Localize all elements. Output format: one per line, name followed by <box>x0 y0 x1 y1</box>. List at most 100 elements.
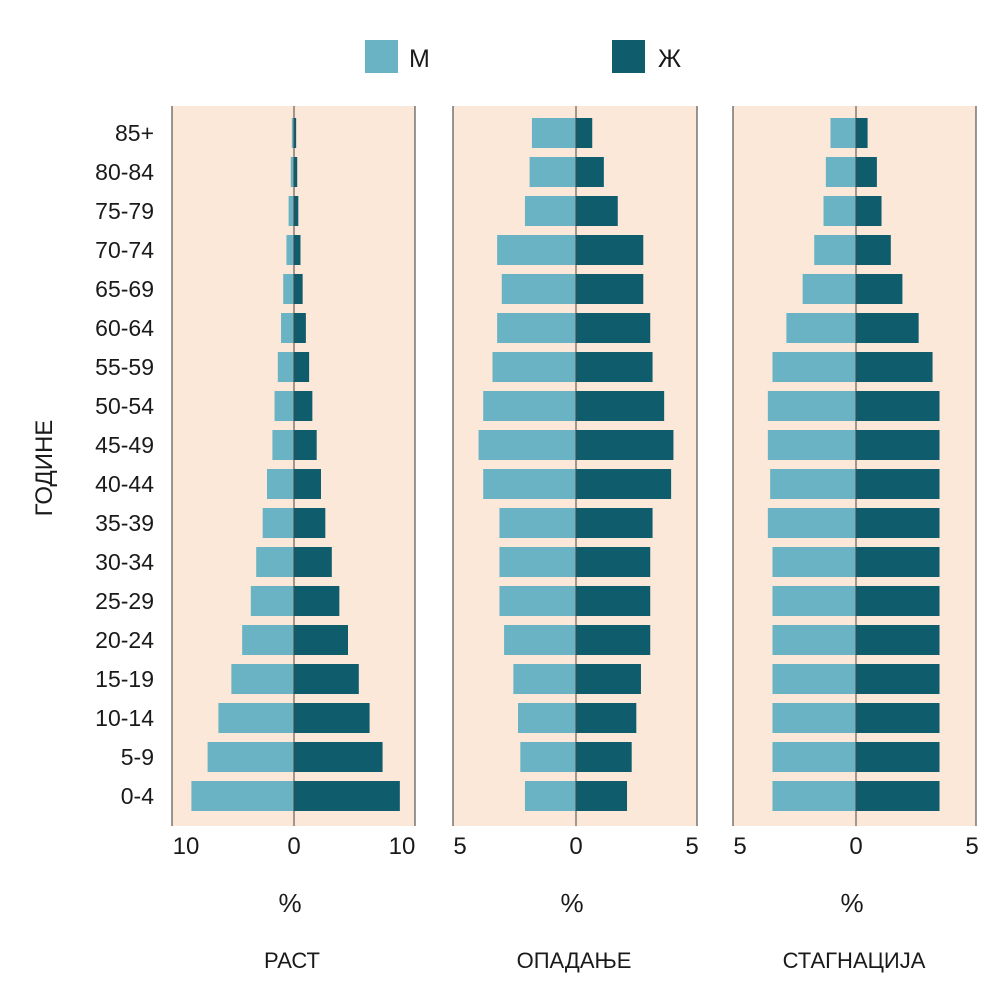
y-axis-label: ГОДИНЕ <box>31 420 58 517</box>
bar-male <box>478 430 576 460</box>
bar-male <box>529 157 576 187</box>
bar-male <box>830 118 856 148</box>
bar-female <box>856 703 940 733</box>
bar-female <box>856 742 940 772</box>
bar-female <box>576 547 651 577</box>
bar-female <box>576 625 651 655</box>
y-tick-labels: 0-4 5-9 10-14 15-19 20-24 25-29 30-34 35-39 40-4… <box>95 120 154 809</box>
bar-female <box>294 118 297 148</box>
bar-male <box>767 391 856 421</box>
bar-male <box>492 352 576 382</box>
bar-male <box>520 742 576 772</box>
bar-female <box>856 352 933 382</box>
bar-female <box>294 547 332 577</box>
x-tick-label: 10 <box>389 833 416 860</box>
bar-male <box>286 235 294 265</box>
x-tick-label: 5 <box>733 833 746 860</box>
bar-female <box>576 352 653 382</box>
y-tick-label: 65-69 <box>95 276 154 302</box>
y-tick-label: 55-59 <box>95 354 154 380</box>
bar-female <box>576 586 651 616</box>
x-axis-label: % <box>560 888 583 918</box>
bar-male <box>256 547 294 577</box>
y-tick-label: 70-74 <box>95 237 154 263</box>
bar-female <box>856 391 940 421</box>
bar-male <box>291 118 294 148</box>
bar-male <box>767 430 856 460</box>
bar-male <box>767 508 856 538</box>
bar-female <box>856 235 891 265</box>
y-tick-label: 20-24 <box>95 627 154 653</box>
bar-female <box>294 157 298 187</box>
bar-male <box>483 469 576 499</box>
legend-label-male: М <box>409 45 430 73</box>
bar-female <box>294 781 400 811</box>
bar-male <box>231 664 294 694</box>
x-tick-label: 0 <box>569 833 582 860</box>
bar-female <box>294 430 317 460</box>
bar-male <box>770 469 856 499</box>
bar-female <box>856 430 940 460</box>
bar-female <box>576 781 628 811</box>
x-axis-label: % <box>278 888 301 918</box>
bar-female <box>576 664 641 694</box>
bar-female <box>294 391 313 421</box>
bar-female <box>576 742 632 772</box>
legend-swatch-male <box>365 40 398 73</box>
bar-male <box>277 352 294 382</box>
bar-female <box>294 508 326 538</box>
bar-female <box>294 664 359 694</box>
bar-male <box>772 352 856 382</box>
bar-female <box>856 664 940 694</box>
bar-male <box>499 586 576 616</box>
bar-female <box>856 118 868 148</box>
bar-female <box>294 625 348 655</box>
bar-female <box>856 625 940 655</box>
bar-male <box>499 508 576 538</box>
bar-female <box>294 313 306 343</box>
bar-female <box>294 274 303 304</box>
bar-male <box>483 391 576 421</box>
bar-female <box>856 508 940 538</box>
panel-title: ОПАДАЊЕ <box>517 948 632 973</box>
bar-female <box>576 196 618 226</box>
x-tick-label: 5 <box>965 833 978 860</box>
bar-male <box>281 313 294 343</box>
bar-female <box>576 430 674 460</box>
y-tick-label: 35-39 <box>95 510 154 536</box>
bar-female <box>856 196 882 226</box>
panel-title: РАСТ <box>264 948 320 973</box>
bar-male <box>504 625 576 655</box>
bar-male <box>207 742 294 772</box>
bar-female <box>576 508 653 538</box>
bar-male <box>497 235 576 265</box>
bar-male <box>272 430 294 460</box>
x-tick-label: 0 <box>849 833 862 860</box>
bar-male <box>191 781 294 811</box>
bar-female <box>856 781 940 811</box>
bar-male <box>499 547 576 577</box>
y-tick-label: 5-9 <box>121 744 154 770</box>
bar-male <box>218 703 294 733</box>
bar-male <box>262 508 294 538</box>
panel-title: СТАГНАЦИЈА <box>783 948 926 973</box>
x-tick-label: 5 <box>685 833 698 860</box>
x-tick-label: 0 <box>287 833 300 860</box>
bar-male <box>288 196 294 226</box>
bar-female <box>576 157 604 187</box>
bar-male <box>513 664 576 694</box>
legend-label-female: Ж <box>658 45 681 73</box>
x-axis-label: % <box>840 888 863 918</box>
bar-male <box>267 469 294 499</box>
y-tick-label: 25-29 <box>95 588 154 614</box>
bar-male <box>772 703 856 733</box>
bar-female <box>294 469 321 499</box>
bar-female <box>856 469 940 499</box>
bar-male <box>772 664 856 694</box>
bar-female <box>856 274 903 304</box>
y-tick-label: 30-34 <box>95 549 154 575</box>
panel-1: 10 0 10% РАСТ <box>171 106 416 973</box>
bar-male <box>290 157 294 187</box>
bar-female <box>294 196 299 226</box>
bar-male <box>242 625 294 655</box>
